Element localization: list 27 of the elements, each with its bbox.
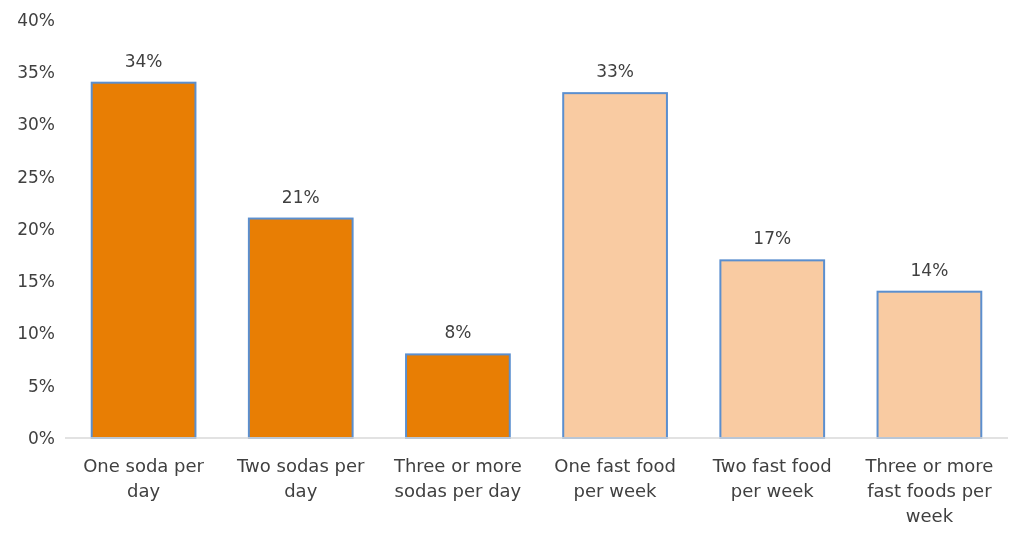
y-tick-label: 40% [17,9,55,30]
y-tick-label: 0% [28,427,55,448]
x-tick-label: Two fast food per week [711,455,832,502]
x-tick-label: Three or more sodas per day [392,455,522,502]
x-tick-label: One soda per day [83,455,205,502]
x-tick-label: Two sodas per day [236,455,365,502]
y-tick-label: 25% [17,166,55,187]
x-tick-label: One fast food per week [554,455,676,502]
bar [562,92,668,439]
y-tick-label: 10% [17,323,55,344]
y-tick-label: 5% [28,375,55,396]
y-tick-label: 35% [17,62,55,83]
bar [90,81,197,439]
data-label: 14% [910,259,949,280]
y-tick-label: 15% [17,271,55,292]
data-label: 34% [124,50,163,71]
y-tick-label: 30% [17,114,55,135]
data-label: 17% [753,228,792,249]
bar [247,217,354,439]
data-label: 8% [444,322,472,343]
data-label: 33% [596,61,634,82]
bar [876,290,983,439]
x-tick-label: Three or more fast foods per week [864,455,994,527]
data-label: 21% [281,186,320,207]
bar [719,259,826,439]
bar [405,353,511,439]
y-tick-label: 20% [17,218,55,239]
